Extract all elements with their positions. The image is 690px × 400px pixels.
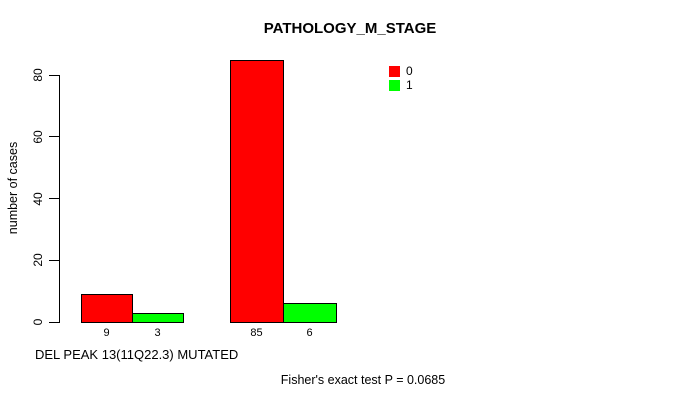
bar-value-label: 6 bbox=[306, 327, 313, 339]
bar-value-label: 3 bbox=[154, 327, 161, 339]
legend-row: 1 bbox=[389, 79, 413, 92]
y-tick-label: 20 bbox=[31, 253, 45, 267]
y-tick-mark bbox=[49, 259, 59, 261]
y-tick-label: 0 bbox=[31, 318, 45, 326]
bar-group1-series-1 bbox=[132, 312, 184, 323]
y-tick-label: 40 bbox=[31, 191, 45, 206]
x-axis-label: DEL PEAK 13(11Q22.3) MUTATED bbox=[35, 347, 239, 362]
bar-value-label: 9 bbox=[103, 327, 110, 339]
y-tick-mark bbox=[49, 198, 59, 199]
legend-label: 0 bbox=[406, 64, 413, 78]
bar-value-label: 85 bbox=[250, 327, 263, 339]
bar-group2-series-1 bbox=[283, 303, 337, 323]
fisher-test-footnote: Fisher's exact test P = 0.0685 bbox=[280, 373, 446, 387]
y-tick-mark bbox=[49, 321, 59, 323]
legend-label: 1 bbox=[406, 78, 413, 92]
legend-swatch-icon bbox=[389, 80, 400, 91]
chart-title: PATHOLOGY_M_STAGE bbox=[263, 20, 437, 37]
y-tick-label: 60 bbox=[31, 130, 45, 144]
y-tick-label: 80 bbox=[31, 68, 45, 82]
bar-group1-series-0 bbox=[81, 294, 133, 323]
y-axis-label: number of cases bbox=[6, 141, 20, 235]
y-axis-line bbox=[59, 75, 60, 323]
legend-swatch-icon bbox=[389, 66, 400, 77]
y-tick-mark bbox=[49, 136, 59, 138]
legend-row: 0 bbox=[389, 65, 413, 78]
y-tick-mark bbox=[49, 74, 59, 76]
bar-group2-series-0 bbox=[230, 59, 284, 323]
